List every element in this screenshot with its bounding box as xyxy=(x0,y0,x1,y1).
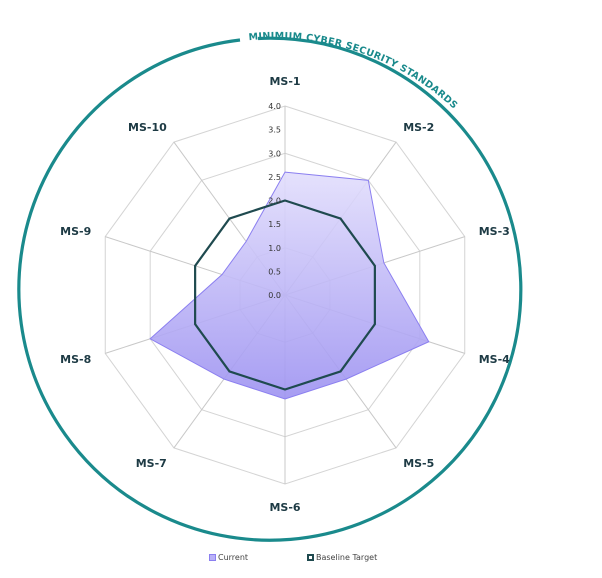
frame-circle xyxy=(17,36,523,542)
baseline-swatch-icon xyxy=(307,554,314,561)
axis-label-ms-4: MS-4 xyxy=(479,353,510,366)
legend-item-baseline[interactable]: Baseline Target xyxy=(307,553,377,562)
axis-labels: MS-1 MS-2 MS-3 MS-4 MS-5 MS-6 MS-7 MS-8 MS-9 MS-1… xyxy=(60,75,510,514)
axis-label-ms-2: MS-2 xyxy=(403,121,434,134)
series-current xyxy=(149,171,430,400)
tick-label: 0.0 xyxy=(268,291,281,300)
tick-label: 1.5 xyxy=(268,220,281,229)
legend-label: Baseline Target xyxy=(316,553,378,562)
tick-label: 2.5 xyxy=(268,173,281,182)
tick-label: 1.0 xyxy=(268,244,281,253)
axis-label-ms-8: MS-8 xyxy=(60,353,91,366)
chart-title: MINIMUM CYBER SECURITY STANDARDS xyxy=(248,31,459,112)
legend-label: Current xyxy=(218,553,249,562)
tick-label: 3.0 xyxy=(268,149,281,158)
radial-tick-labels: 0.0 0.5 1.0 1.5 2.0 2.5 3.0 3.5 4.0 xyxy=(268,102,281,300)
tick-label: 3.5 xyxy=(268,126,281,135)
series-baseline-target xyxy=(194,199,376,391)
tick-label: 4.0 xyxy=(268,102,281,111)
axis-label-ms-3: MS-3 xyxy=(479,225,510,238)
axis-label-ms-9: MS-9 xyxy=(60,225,91,238)
legend: Current Baseline Target xyxy=(0,553,602,567)
axis-label-ms-7: MS-7 xyxy=(136,457,167,470)
series-layer xyxy=(149,171,430,400)
axis-label-ms-6: MS-6 xyxy=(269,501,300,514)
axis-label-ms-10: MS-10 xyxy=(128,121,167,134)
current-swatch-icon xyxy=(209,554,216,561)
legend-item-current[interactable]: Current xyxy=(209,553,248,562)
tick-label: 2.0 xyxy=(268,197,281,206)
axis-label-ms-1: MS-1 xyxy=(269,75,300,88)
tick-label: 0.5 xyxy=(268,267,281,276)
axis-label-ms-5: MS-5 xyxy=(403,457,434,470)
